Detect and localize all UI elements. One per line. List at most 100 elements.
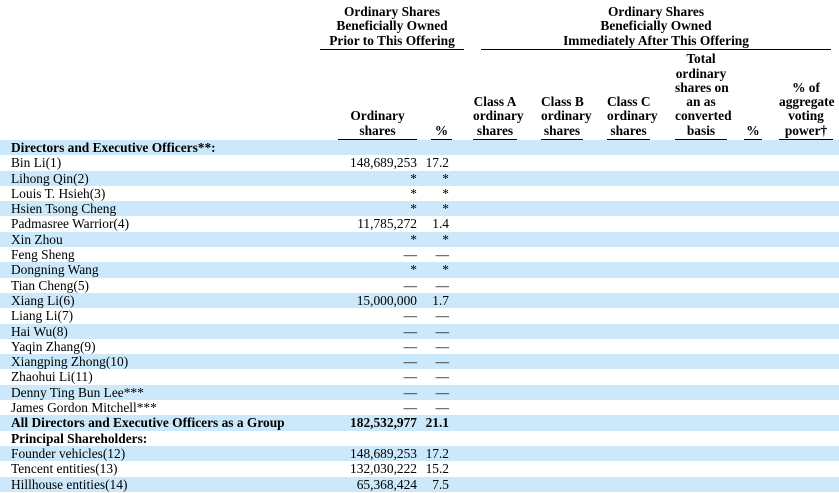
class-a-value-cell <box>453 247 517 262</box>
class-a-value-cell <box>453 308 517 323</box>
ordinary-shares-value-cell: 148,689,253 <box>350 445 417 461</box>
table-row: Tian Cheng(5) — — <box>0 278 839 293</box>
class-c-value-cell <box>583 140 650 155</box>
class-b-value-cell <box>517 385 583 400</box>
total-as-converted-value-cell <box>650 186 727 201</box>
class-b-value-cell <box>517 293 583 308</box>
class-c-value-cell <box>583 262 650 277</box>
percent-prior-value-cell: * <box>442 185 449 201</box>
percent-prior-value-cell: 7.5 <box>432 476 449 492</box>
class-c-value-cell <box>583 247 650 262</box>
shareholder-name-cell: Denny Ting Bun Lee*** <box>11 384 144 400</box>
total-as-converted-value-cell <box>650 354 727 369</box>
class-a-value-cell <box>453 171 517 186</box>
class-c-value-cell <box>583 278 650 293</box>
ordinary-shares-value-cell: * <box>410 185 417 201</box>
percent-after-value-cell <box>727 201 763 216</box>
class-a-value-cell <box>453 431 517 446</box>
table-row: Tencent entities(13) 132,030,222 15.2 <box>0 461 839 476</box>
percent-after-value-cell <box>727 216 763 231</box>
table-body: Directors and Executive Officers**: Bin … <box>0 140 839 492</box>
table-row: Padmasree Warrior(4) 11,785,272 1.4 <box>0 216 839 231</box>
table-row: Liang Li(7) — — <box>0 308 839 323</box>
shareholder-name-cell: James Gordon Mitchell*** <box>11 400 157 416</box>
percent-after-value-cell <box>727 324 763 339</box>
class-a-value-cell <box>453 385 517 400</box>
class-b-value-cell <box>517 324 583 339</box>
percent-after-value-cell <box>727 186 763 201</box>
class-a-value-cell <box>453 354 517 369</box>
percent-after-value-cell <box>727 171 763 186</box>
shareholder-name-cell: Tian Cheng(5) <box>11 277 89 293</box>
voting-power-value-cell <box>763 216 839 231</box>
class-a-value-cell <box>453 278 517 293</box>
percent-after-value-cell <box>727 461 763 476</box>
percent-after-value-cell <box>727 431 763 446</box>
class-a-value-cell <box>453 324 517 339</box>
class-b-value-cell <box>517 354 583 369</box>
voting-power-value-cell <box>763 171 839 186</box>
ordinary-shares-value-cell: 11,785,272 <box>357 216 417 232</box>
total-as-converted-value-cell <box>650 262 727 277</box>
percent-prior-value-cell: — <box>435 369 449 385</box>
ordinary-shares-value-cell: — <box>403 277 417 293</box>
shareholder-name-cell: Directors and Executive Officers**: <box>11 140 216 155</box>
class-b-value-cell <box>517 461 583 476</box>
voting-power-value-cell <box>763 400 839 415</box>
table-row: Yaqin Zhang(9) — — <box>0 339 839 354</box>
group-header-prior-offering-label: Ordinary Shares Beneficially Owned Prior t… <box>320 4 464 50</box>
total-as-converted-value-cell <box>650 201 727 216</box>
class-b-value-cell <box>517 247 583 262</box>
percent-after-value-cell <box>727 140 763 155</box>
percent-after-value-cell <box>727 339 763 354</box>
percent-prior-value-cell: 1.4 <box>432 216 449 232</box>
percent-prior-value-cell: — <box>435 277 449 293</box>
total-as-converted-value-cell <box>650 293 727 308</box>
total-as-converted-value-cell <box>650 140 727 155</box>
class-b-value-cell <box>517 477 583 492</box>
total-as-converted-value-cell <box>650 278 727 293</box>
total-as-converted-value-cell <box>650 308 727 323</box>
shareholder-name-cell: Dongning Wang <box>11 262 99 278</box>
table-row: Xin Zhou * * <box>0 231 839 248</box>
ordinary-shares-value-cell <box>320 431 417 446</box>
class-a-value-cell <box>453 232 517 247</box>
percent-prior-value-cell: * <box>442 231 449 247</box>
table-row: All Directors and Executive Officers as … <box>0 415 839 431</box>
ordinary-shares-value-cell: 132,030,222 <box>350 461 417 477</box>
percent-after-value-cell <box>727 308 763 323</box>
percent-after-value-cell <box>727 155 763 170</box>
voting-power-value-cell <box>763 446 839 461</box>
group-header-after-offering-label: Ordinary Shares Beneficially Owned Immedia… <box>481 4 832 50</box>
class-a-value-cell <box>453 369 517 384</box>
class-c-value-cell <box>583 369 650 384</box>
table-row: Zhaohui Li(11) — — <box>0 369 839 384</box>
group-header-row: Ordinary Shares Beneficially Owned Prior t… <box>0 0 839 50</box>
percent-prior-value-cell <box>417 431 453 446</box>
shareholder-name-cell: Padmasree Warrior(4) <box>11 216 130 232</box>
total-as-converted-value-cell <box>650 324 727 339</box>
class-c-value-cell <box>583 232 650 247</box>
class-c-value-cell <box>583 339 650 354</box>
class-b-value-cell <box>517 262 583 277</box>
ordinary-shares-value-cell: — <box>403 338 417 354</box>
total-as-converted-value-cell <box>650 216 727 231</box>
class-a-value-cell <box>453 446 517 461</box>
total-as-converted-value-cell <box>650 369 727 384</box>
ordinary-shares-value-cell: * <box>410 201 417 217</box>
shareholder-name-cell: Hsien Tsong Cheng <box>11 201 117 217</box>
table-row: Xiang Li(6) 15,000,000 1.7 <box>0 292 839 309</box>
shareholder-name-cell: Yaqin Zhang(9) <box>11 338 96 354</box>
total-as-converted-value-cell <box>650 415 727 430</box>
percent-after-value-cell <box>727 293 763 308</box>
percent-after-value-cell <box>727 415 763 430</box>
voting-power-value-cell <box>763 415 839 430</box>
group-header-prior-offering: Ordinary Shares Beneficially Owned Prior t… <box>320 0 464 50</box>
class-c-value-cell <box>583 477 650 492</box>
percent-prior-value-cell: — <box>435 384 449 400</box>
table-header: Ordinary Shares Beneficially Owned Prior t… <box>0 0 839 140</box>
name-column-header <box>0 50 320 140</box>
shareholder-name-cell: Hai Wu(8) <box>11 323 68 339</box>
